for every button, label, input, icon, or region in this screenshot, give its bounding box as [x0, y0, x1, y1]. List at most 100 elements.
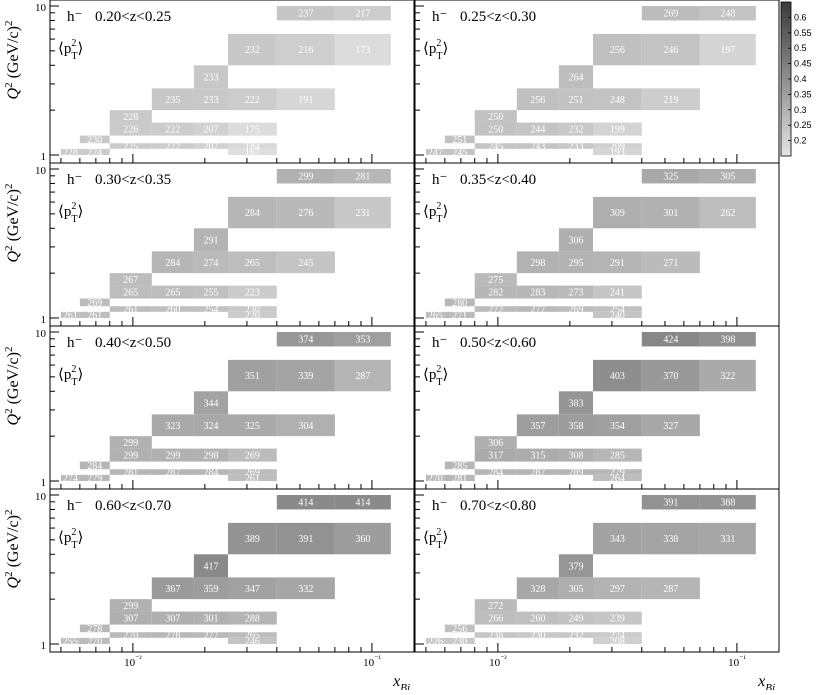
heatmap-cell — [79, 135, 110, 144]
cell-value-label: 271 — [663, 258, 678, 269]
z-range-label: 0.40<z<0.50 — [95, 335, 171, 351]
heatmap-cell — [444, 135, 475, 144]
panel-frame — [414, 488, 780, 653]
heatmap-cell — [425, 148, 445, 155]
cell-value-label: 301 — [663, 208, 678, 219]
heatmap-cell — [228, 306, 277, 312]
cell-value-label: 223 — [245, 288, 260, 299]
heatmap-cell — [593, 33, 642, 66]
heatmap-cell — [425, 474, 445, 481]
heatmap-cell — [334, 359, 391, 392]
panel: 299 281 284 276 231 291 284 274 265 245 267 265 265 2… — [49, 162, 415, 327]
colorbar-segment — [781, 91, 791, 95]
cell-value-label: 307 — [123, 614, 138, 625]
cell-value-label: 354 — [610, 421, 625, 432]
cell-value-label: 273 — [568, 288, 583, 299]
cell-value-label: 284 — [87, 461, 102, 472]
heatmap-cell — [193, 65, 229, 89]
heatmap-cell — [151, 632, 194, 638]
cell-value-label: 297 — [610, 584, 625, 595]
x-tick-label: 10⁻² — [489, 654, 507, 669]
heatmap-cell — [474, 122, 517, 136]
y-tick-label: 10 — [35, 491, 47, 503]
colorbar-segment — [781, 128, 791, 132]
heatmap-cell — [334, 196, 391, 229]
cell-value-label: 197 — [720, 45, 735, 56]
heatmap-cell — [60, 311, 80, 318]
cell-value-label: 276 — [298, 208, 313, 219]
cell-value-label: 299 — [165, 451, 180, 462]
colorbar-segment — [781, 69, 791, 74]
cell-value-label: 261 — [123, 305, 138, 316]
cell-value-label: 250 — [488, 125, 503, 136]
colorbar-segment — [781, 125, 791, 129]
cell-value-label: 245 — [452, 147, 467, 158]
y-tick-label: 10 — [35, 165, 47, 177]
heatmap-cell — [516, 306, 559, 312]
heatmap-cell — [109, 469, 152, 475]
cell-value-label: 222 — [165, 142, 180, 153]
cell-value-label: 344 — [203, 398, 218, 409]
heatmap-cell — [593, 611, 642, 625]
cell-value-label: 271 — [452, 310, 467, 321]
cell-value-label: 260 — [530, 614, 545, 625]
cell-value-label: 264 — [568, 72, 583, 83]
panel-background — [50, 489, 414, 652]
panel-background — [415, 163, 779, 326]
cell-value-label: 389 — [245, 534, 260, 545]
colorbar-segment — [781, 60, 791, 65]
z-range-label: 0.60<z<0.70 — [95, 498, 171, 514]
y-tick-label: 1 — [41, 477, 47, 489]
cell-value-label: 216 — [298, 45, 313, 56]
z-range-label: 0.70<z<0.80 — [460, 498, 536, 514]
y-axis-title: Q2 (GeV/c)2 — [3, 184, 22, 263]
heatmap-cell — [699, 196, 756, 229]
cell-value-label: 245 — [488, 142, 503, 153]
heatmap-cell — [641, 522, 700, 555]
cell-value-label: 295 — [568, 258, 583, 269]
panel-background — [415, 489, 779, 652]
heatmap-cell — [193, 143, 229, 149]
cell-value-label: 338 — [663, 534, 678, 545]
heatmap-cell — [334, 33, 391, 66]
cell-value-label: 278 — [87, 624, 102, 635]
heatmap-cell — [593, 148, 642, 155]
y-axis-title: Q2 (GeV/c)2 — [3, 347, 22, 426]
heatmap-cell — [79, 311, 110, 318]
panel-background — [50, 0, 414, 163]
cell-value-label: 325 — [663, 172, 678, 183]
cell-value-label: 287 — [355, 371, 370, 382]
cell-value-label: 254 — [610, 305, 625, 316]
cell-value-label: 299 — [123, 438, 138, 449]
cell-value-label: 199 — [610, 125, 625, 136]
heatmap-cell — [79, 624, 110, 633]
colorbar-tick-label: 0.4 — [794, 74, 807, 84]
colorbar-tick-label: 0.3 — [794, 105, 807, 115]
colorbar-segment — [781, 48, 791, 52]
cell-value-label: 281 — [452, 473, 467, 484]
colorbar-segment — [781, 42, 791, 46]
colorbar-segment — [781, 75, 791, 80]
cell-value-label: 417 — [203, 561, 218, 572]
heatmap-cell — [641, 6, 700, 21]
heatmap-cell — [699, 332, 756, 347]
heatmap-cell — [641, 33, 700, 66]
cell-value-label: 235 — [165, 95, 180, 106]
colorbar-tick-label: 0.5 — [794, 43, 807, 53]
colorbar-segment — [781, 57, 791, 62]
cell-value-label: 251 — [452, 135, 467, 146]
cell-value-label: 265 — [245, 631, 260, 642]
heatmap-cell — [558, 285, 594, 299]
heatmap-cell — [193, 469, 229, 475]
heatmap-cell — [593, 88, 642, 111]
heatmap-cell — [474, 599, 517, 612]
cell-value-label: 388 — [720, 498, 735, 509]
colorbar-segment — [781, 11, 791, 15]
cell-value-label: 306 — [488, 438, 503, 449]
x-axis-title: xBj — [392, 673, 410, 690]
heatmap-cell — [516, 632, 559, 638]
heatmap-cell — [60, 148, 80, 155]
cell-value-label: 299 — [298, 172, 313, 183]
heatmap-cell — [276, 332, 335, 347]
